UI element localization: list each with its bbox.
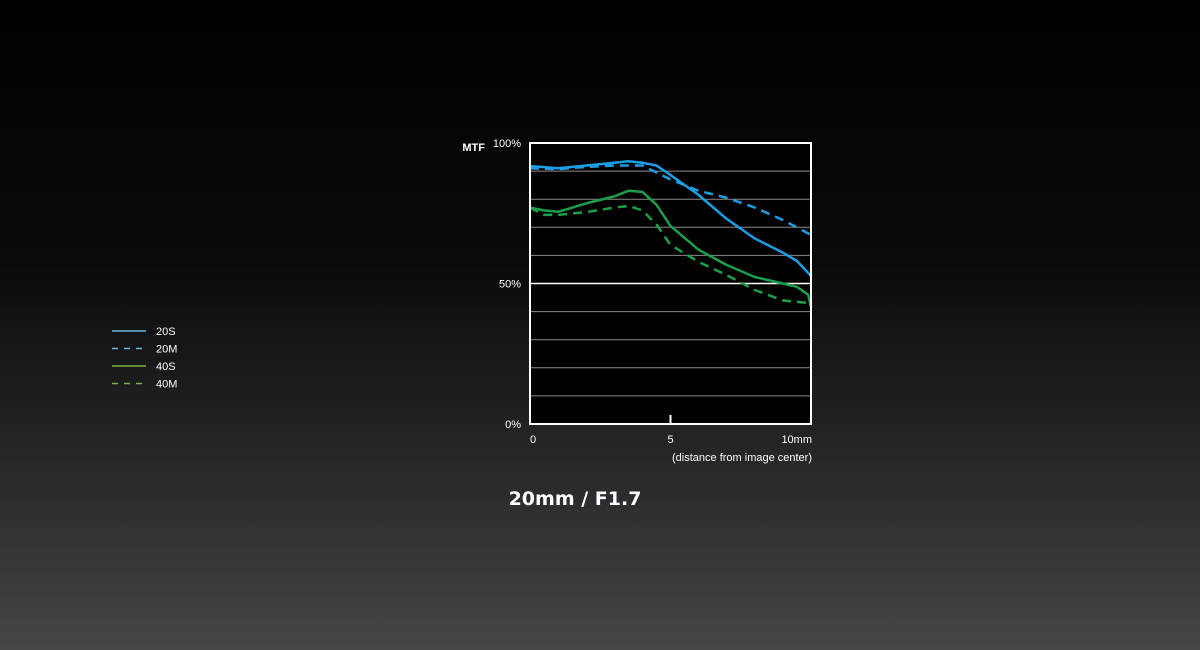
- plot-frame: [529, 142, 812, 425]
- legend-label: 40S: [156, 361, 176, 373]
- series-line-20s: [529, 160, 812, 277]
- y-axis-label: MTF: [462, 142, 485, 154]
- chart-title: 20mm / F1.7: [508, 488, 642, 510]
- series-line-40s: [529, 189, 813, 308]
- legend-label: 40M: [156, 379, 177, 391]
- series-line-40m: [529, 204, 812, 305]
- legend-label: 20S: [156, 326, 176, 338]
- x-tick-label: 10mm: [781, 434, 812, 446]
- legend-label: 20M: [156, 344, 177, 356]
- y-tick-label: 100%: [493, 138, 521, 150]
- x-axis-label: (distance from image center): [672, 452, 812, 464]
- y-tick-label: 0%: [505, 419, 521, 431]
- y-tick-label: 50%: [499, 279, 521, 291]
- x-tick-label: 0: [530, 434, 536, 446]
- series-line-20m: [529, 164, 812, 237]
- x-tick-label: 5: [667, 434, 673, 446]
